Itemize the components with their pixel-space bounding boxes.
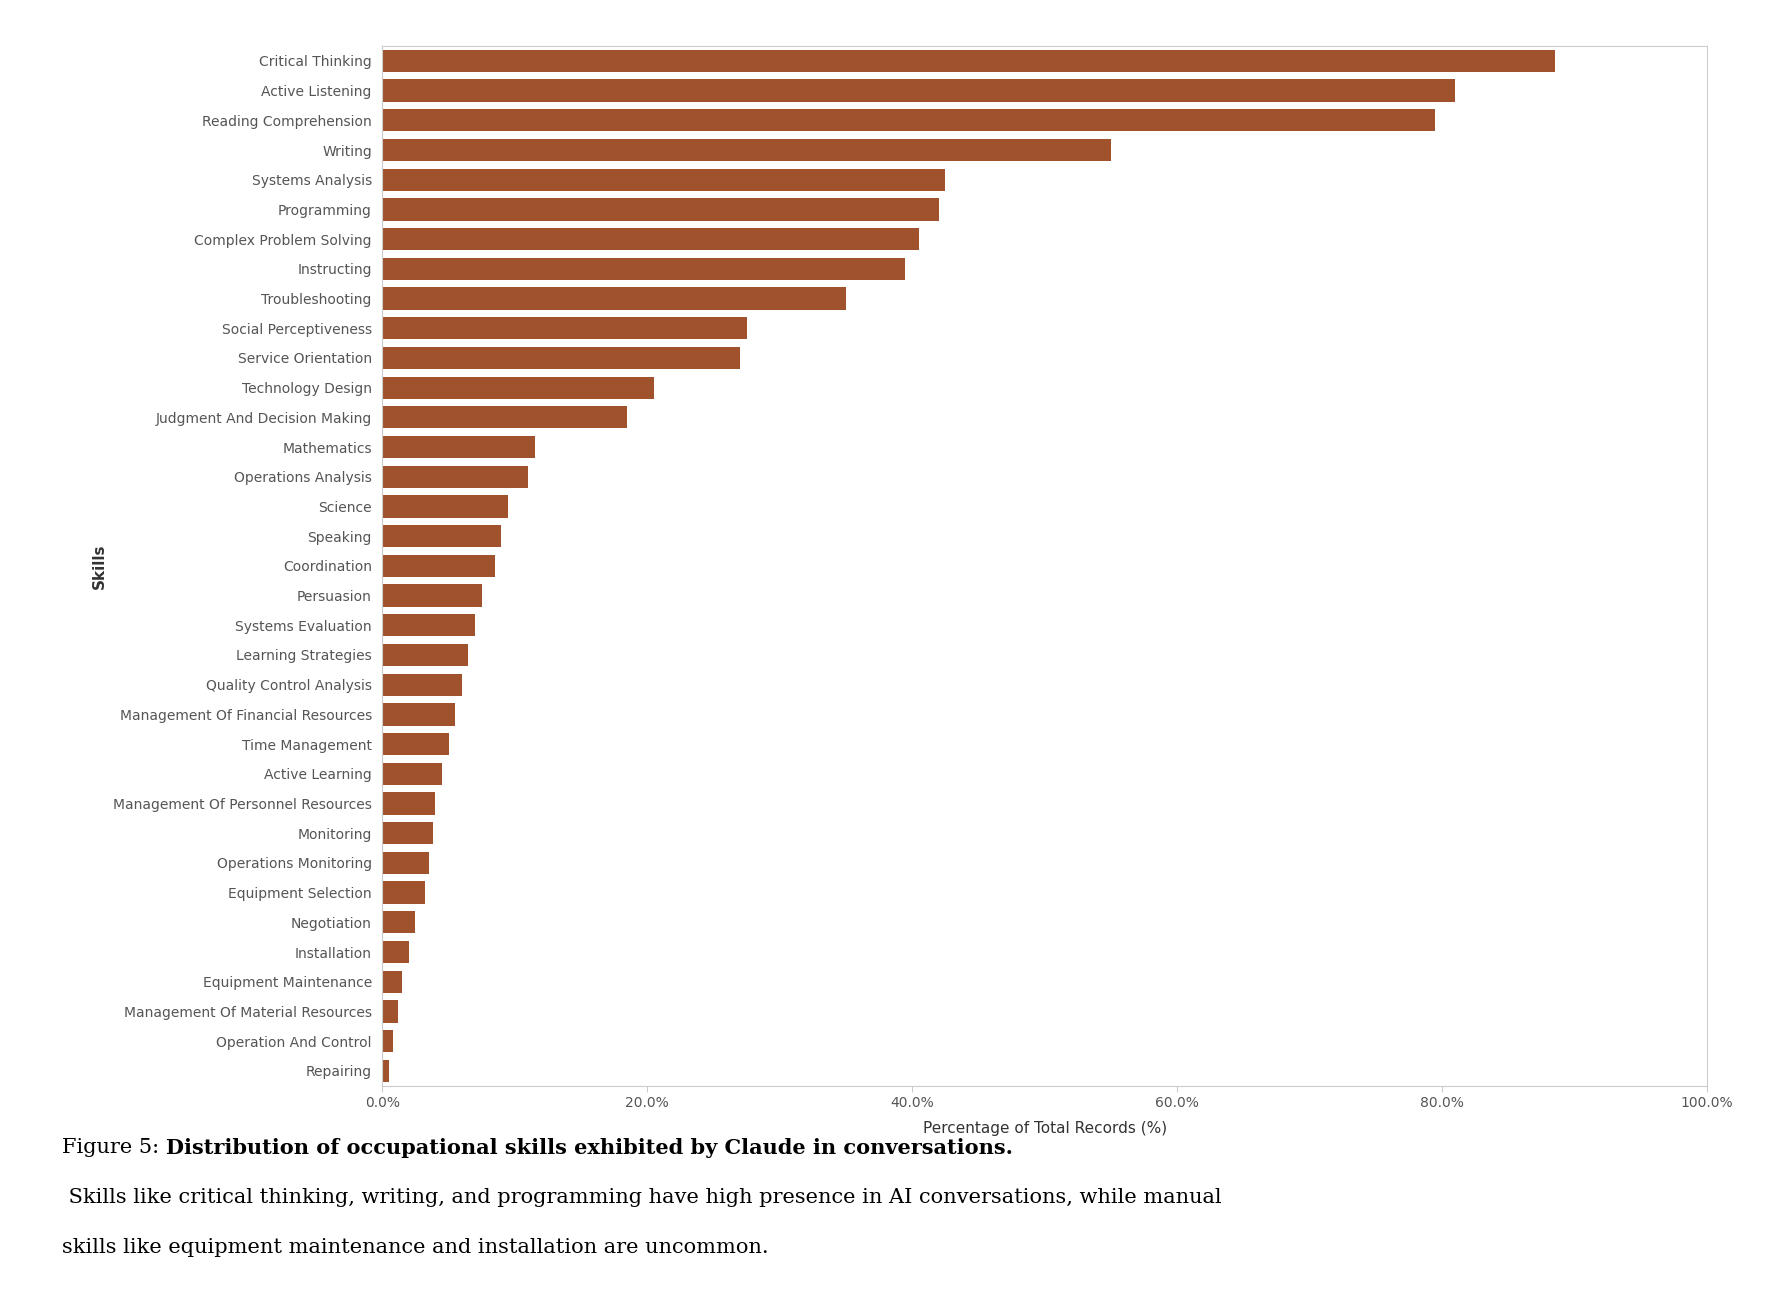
Bar xyxy=(382,258,905,280)
Bar xyxy=(382,792,436,815)
Bar xyxy=(382,615,475,637)
Text: Distribution of occupational skills exhibited by Claude in conversations.: Distribution of occupational skills exhi… xyxy=(165,1138,1013,1158)
Text: Figure 5:: Figure 5: xyxy=(62,1138,165,1157)
Text: Skills like critical thinking, writing, and programming have high presence in AI: Skills like critical thinking, writing, … xyxy=(62,1188,1221,1207)
Bar xyxy=(382,703,455,725)
X-axis label: Percentage of Total Records (%): Percentage of Total Records (%) xyxy=(923,1121,1166,1136)
Bar xyxy=(382,79,1454,101)
Bar xyxy=(382,287,846,309)
Bar xyxy=(382,139,1111,161)
Bar xyxy=(382,941,409,963)
Bar xyxy=(382,1059,389,1082)
Bar xyxy=(382,376,654,399)
Bar xyxy=(382,1030,393,1053)
Bar xyxy=(382,525,501,547)
Bar xyxy=(382,882,425,904)
Y-axis label: Skills: Skills xyxy=(92,544,107,588)
Bar xyxy=(382,644,468,666)
Bar xyxy=(382,822,432,845)
Bar xyxy=(382,733,448,755)
Bar xyxy=(382,763,443,784)
Bar xyxy=(382,674,462,696)
Bar xyxy=(382,407,628,429)
Bar xyxy=(382,555,494,576)
Bar xyxy=(382,347,740,368)
Bar xyxy=(382,495,509,517)
Bar xyxy=(382,971,402,992)
Bar xyxy=(382,584,482,607)
Bar xyxy=(382,317,747,340)
Bar xyxy=(382,911,416,933)
Bar xyxy=(382,109,1435,132)
Bar xyxy=(382,851,428,874)
Bar xyxy=(382,1000,398,1023)
Text: skills like equipment maintenance and installation are uncommon.: skills like equipment maintenance and in… xyxy=(62,1238,768,1257)
Bar xyxy=(382,50,1554,72)
Bar xyxy=(382,436,535,458)
Bar xyxy=(382,466,528,488)
Bar xyxy=(382,228,919,250)
Bar xyxy=(382,199,939,221)
Bar xyxy=(382,168,946,191)
